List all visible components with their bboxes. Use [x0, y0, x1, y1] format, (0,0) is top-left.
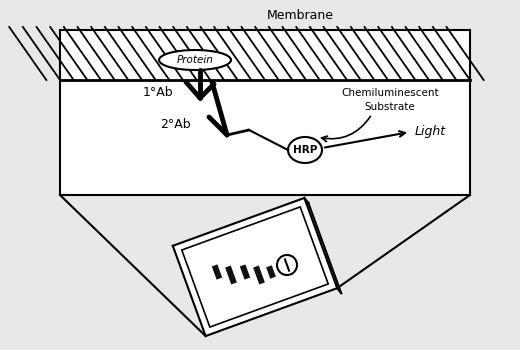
FancyArrowPatch shape — [321, 116, 370, 142]
Polygon shape — [225, 266, 237, 285]
Polygon shape — [266, 265, 276, 279]
Text: HRP: HRP — [293, 145, 317, 155]
Ellipse shape — [159, 50, 231, 70]
Polygon shape — [60, 30, 470, 195]
Polygon shape — [304, 198, 341, 293]
Text: 1°Ab: 1°Ab — [142, 86, 173, 99]
Text: Chemiluminescent
Substrate: Chemiluminescent Substrate — [341, 89, 439, 112]
Polygon shape — [173, 198, 308, 251]
Text: 2°Ab: 2°Ab — [160, 119, 190, 132]
Polygon shape — [173, 198, 337, 336]
Polygon shape — [240, 264, 250, 280]
Polygon shape — [212, 264, 222, 280]
Text: Membrane: Membrane — [267, 9, 333, 22]
Text: Light: Light — [415, 126, 446, 139]
Ellipse shape — [288, 137, 322, 163]
Polygon shape — [253, 266, 265, 285]
Text: Protein: Protein — [177, 55, 213, 65]
